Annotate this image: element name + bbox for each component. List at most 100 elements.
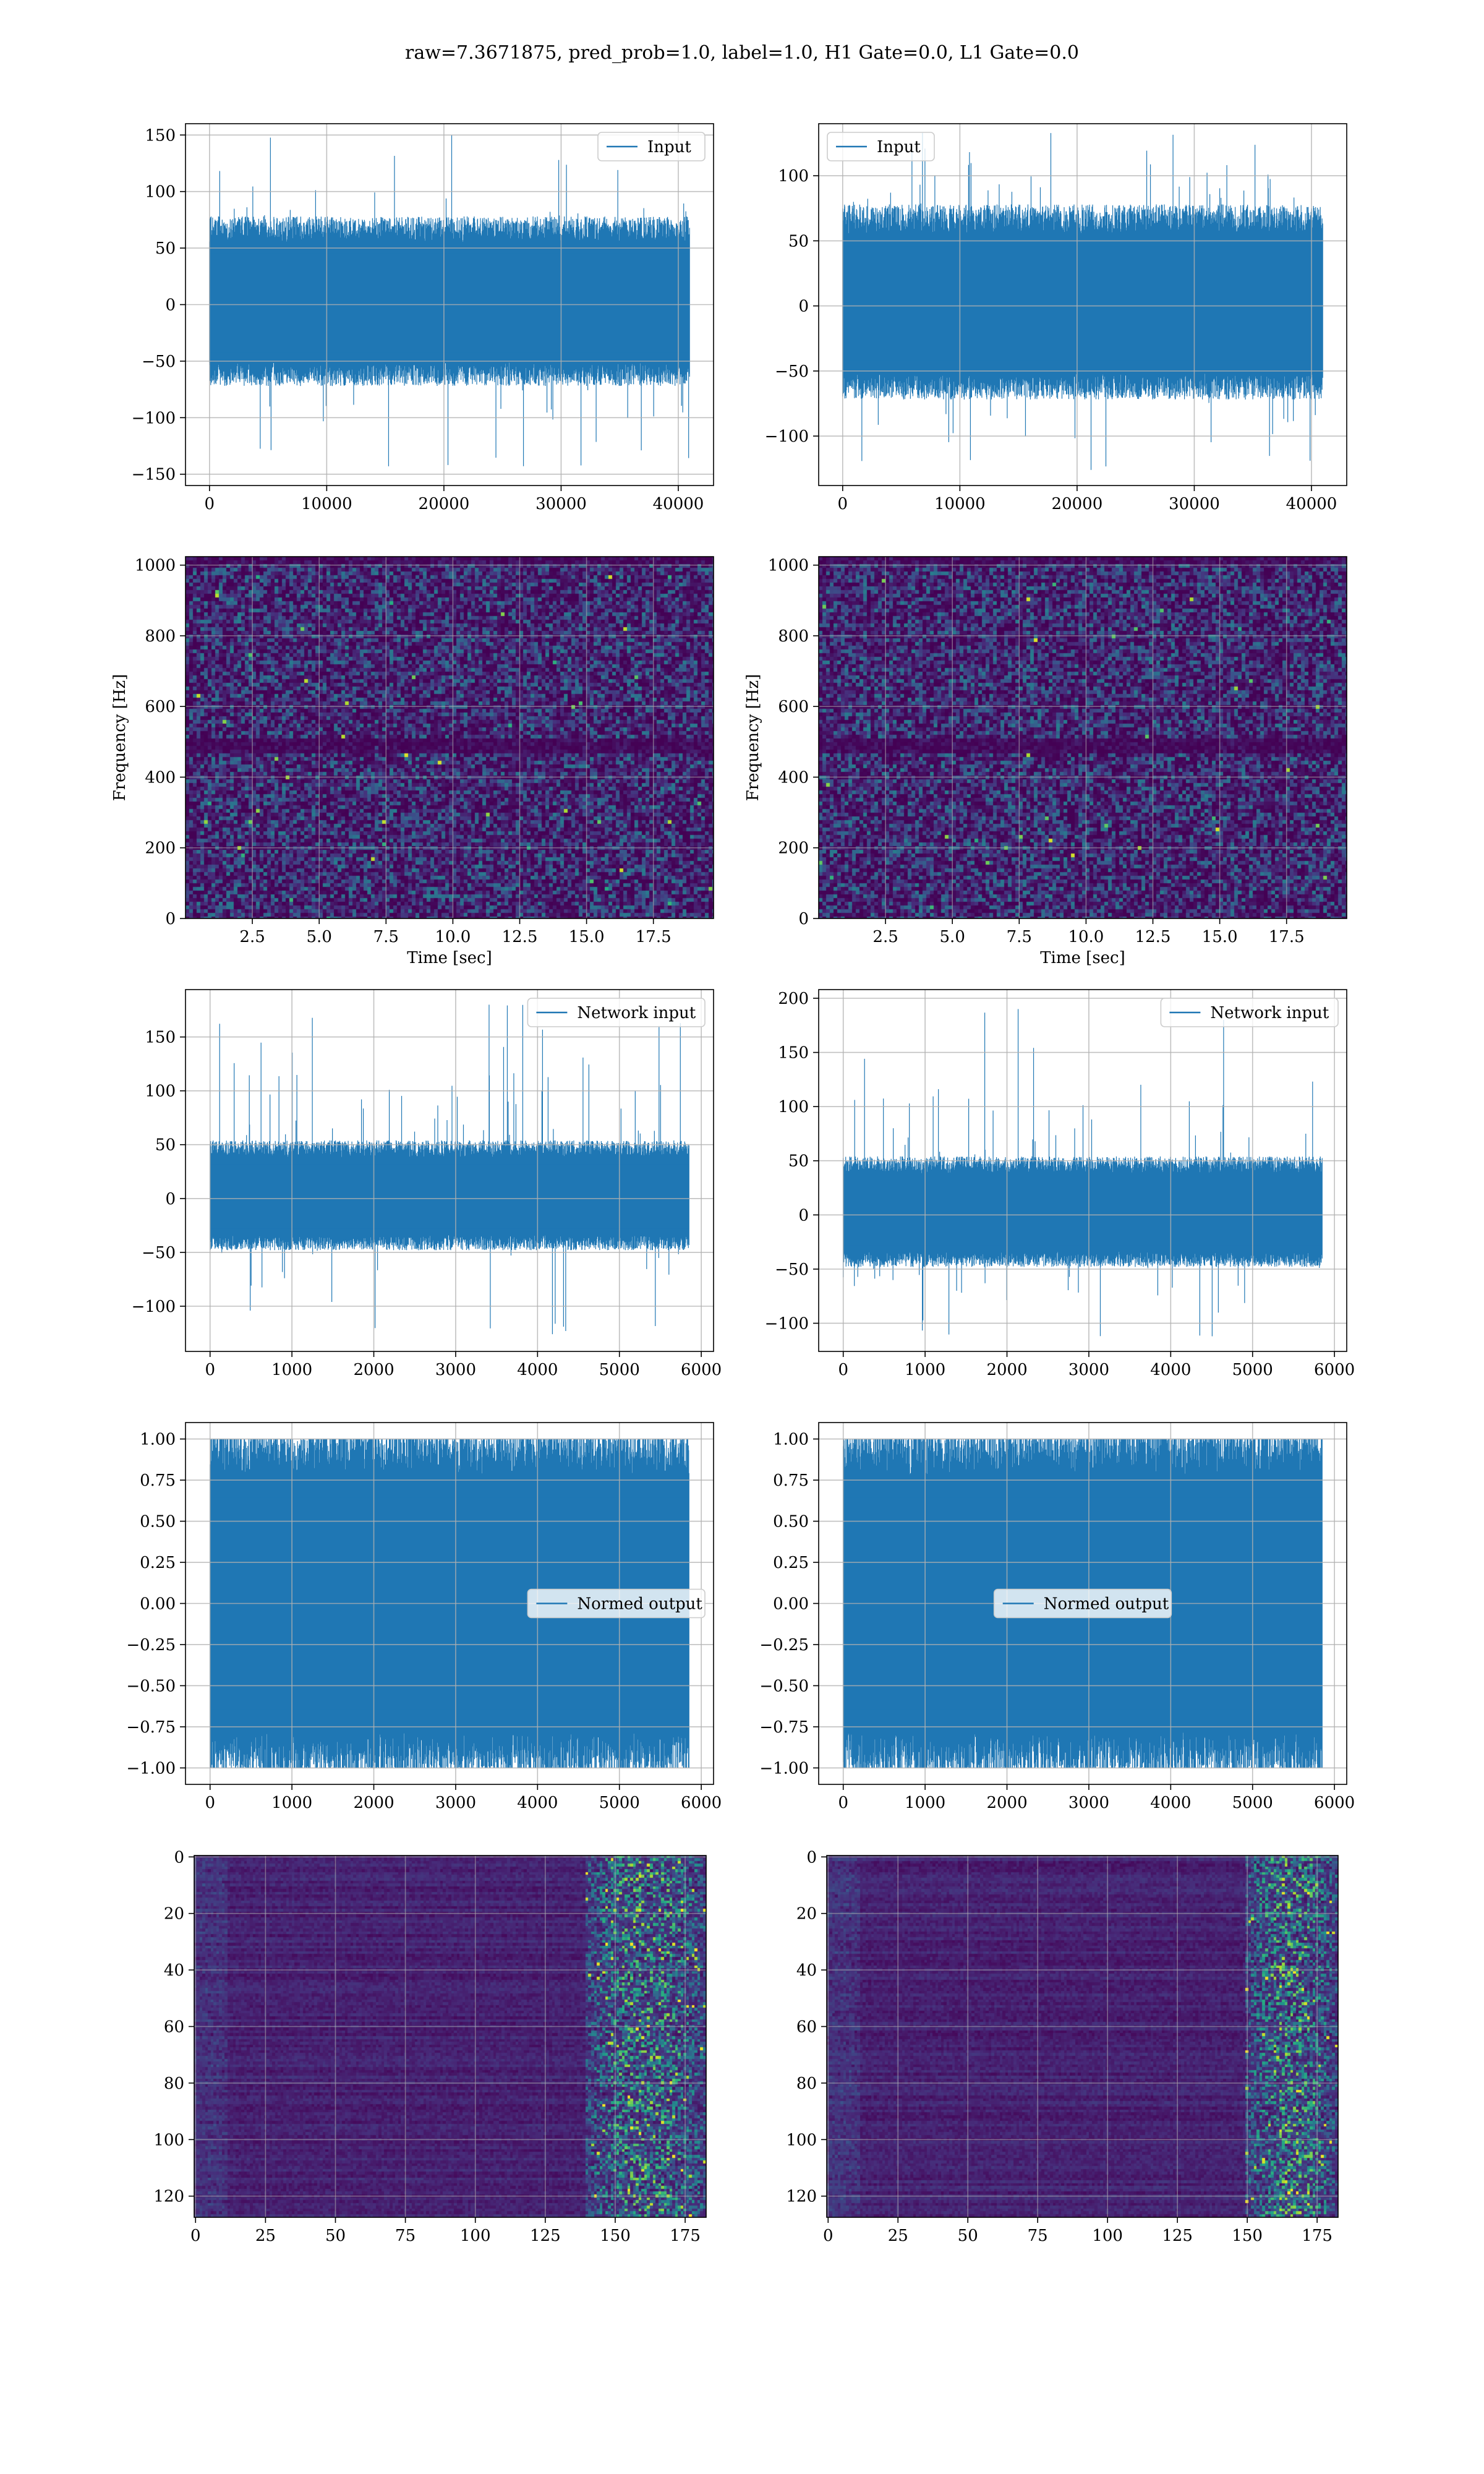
- legend-box: [527, 1588, 706, 1619]
- x-tick-label: 150: [1232, 2227, 1263, 2245]
- x-tick-label: 4000: [1150, 1361, 1191, 1379]
- x-tick-label: 0: [823, 2227, 834, 2245]
- y-tick-label: 120: [786, 2188, 817, 2206]
- x-axis-label: Time [sec]: [1040, 949, 1125, 967]
- x-tick-label: 1000: [271, 1361, 312, 1379]
- input-left-axes: 0 10000 20000 30000 40000 −150 −100 −50 0 50 100 15…: [132, 123, 714, 513]
- legend-box: [993, 1588, 1172, 1619]
- x-tick-label: 100: [460, 2227, 491, 2245]
- x-tick-label: 0: [205, 1794, 215, 1812]
- x-tick-label: 3000: [1068, 1361, 1109, 1379]
- y-tick-label: 100: [145, 183, 176, 202]
- x-tick-label: 1000: [905, 1361, 945, 1379]
- y-tick-label: 60: [796, 2018, 817, 2037]
- x-tick-label: 6000: [681, 1794, 722, 1812]
- spectrogram-right-plot-area: [819, 557, 1347, 918]
- x-tick-label: 15.0: [569, 928, 605, 946]
- y-tick-label: 0.25: [140, 1554, 176, 1572]
- network-input-left-legend: Network input: [527, 998, 706, 1027]
- x-tick-label: 4000: [517, 1794, 558, 1812]
- spectrogram-left-frame: [185, 556, 714, 919]
- input-right-axes: 0 10000 20000 30000 40000 −100 −50 0 50 100 Input: [765, 123, 1347, 513]
- x-tick-label: 2.5: [239, 928, 265, 946]
- legend-label: Network input: [577, 1004, 696, 1022]
- activation-map-right-grid: [827, 1856, 1338, 2217]
- x-tick-label: 25: [255, 2227, 276, 2245]
- x-tick-label: 0: [190, 2227, 201, 2245]
- legend-box: [1160, 998, 1339, 1027]
- x-tick-label: 2000: [986, 1794, 1027, 1812]
- legend-label: Network input: [1210, 1004, 1329, 1022]
- y-tick-label: 50: [155, 239, 176, 258]
- y-tick-label: 800: [145, 627, 176, 646]
- x-tick-label: 0: [205, 495, 215, 513]
- spectrogram-right-image: [819, 557, 1347, 918]
- y-tick-label: 1.00: [773, 1431, 809, 1449]
- y-tick-label: 50: [788, 1152, 809, 1171]
- network-input-right-legend: Network input: [1160, 998, 1339, 1027]
- input-right-frame: [818, 123, 1347, 486]
- y-tick-label: 100: [778, 167, 809, 186]
- spectrogram-right-frame: [818, 556, 1347, 919]
- x-tick-label: 5000: [1232, 1361, 1273, 1379]
- y-tick-label: −100: [765, 1314, 809, 1333]
- x-tick-label: 17.5: [1269, 928, 1305, 946]
- normed-output-right-legend: Normed output: [993, 1588, 1172, 1619]
- activation-map-left-frame: [194, 1855, 707, 2218]
- y-tick-label: 1.00: [140, 1431, 176, 1449]
- y-tick-label: −0.50: [126, 1677, 176, 1695]
- y-tick-label: −50: [775, 1261, 809, 1279]
- y-tick-label: 0: [798, 1206, 809, 1225]
- network-input-left-series-core: [210, 1164, 689, 1229]
- y-tick-label: −1.00: [759, 1759, 809, 1778]
- y-axis-label: Frequency [Hz]: [744, 674, 762, 802]
- figure-title: raw=7.3671875, pred_prob=1.0, label=1.0,…: [405, 42, 1079, 64]
- y-tick-label: 100: [153, 2131, 184, 2149]
- y-tick-label: 0: [165, 296, 176, 315]
- x-tick-label: 3000: [435, 1794, 476, 1812]
- x-tick-label: 20000: [419, 495, 470, 513]
- y-tick-label: 0.50: [773, 1513, 809, 1531]
- y-tick-label: −1.00: [126, 1759, 176, 1778]
- x-tick-label: 5.0: [940, 928, 965, 946]
- network-input-right-axes: 0 1000 2000 3000 4000 5000 6000 −100 −50 0 50 100 15…: [765, 989, 1355, 1379]
- legend-box: [597, 132, 706, 161]
- input-right-plot-area: [842, 132, 1323, 470]
- y-tick-label: 600: [778, 698, 809, 716]
- network-input-right-frame: [818, 989, 1347, 1352]
- y-tick-label: 150: [145, 126, 176, 145]
- x-tick-label: 50: [325, 2227, 346, 2245]
- y-tick-label: 1000: [768, 557, 809, 575]
- x-tick-label: 17.5: [636, 928, 672, 946]
- y-tick-label: 0: [798, 910, 809, 928]
- x-tick-label: 50: [958, 2227, 978, 2245]
- x-tick-label: 75: [1028, 2227, 1048, 2245]
- x-tick-label: 75: [395, 2227, 416, 2245]
- y-tick-label: 0.25: [773, 1554, 809, 1572]
- activation-map-left-grid: [194, 1856, 706, 2217]
- input-left-grid: [186, 124, 714, 486]
- x-tick-label: 5000: [1232, 1794, 1273, 1812]
- y-tick-label: −0.50: [759, 1677, 809, 1695]
- activation-map-right-axes: 0 25 50 75 100 125 150 175 0 20 40 60 80 100 120: [786, 1848, 1339, 2245]
- y-tick-label: 100: [778, 1098, 809, 1116]
- y-tick-label: 0: [806, 1848, 817, 1867]
- y-tick-label: 400: [145, 768, 176, 787]
- activation-map-right-image: [827, 1856, 1338, 2217]
- legend-box: [527, 998, 706, 1027]
- y-tick-label: −50: [775, 362, 809, 381]
- x-tick-label: 5000: [599, 1361, 640, 1379]
- network-input-left-grid: [186, 990, 714, 1351]
- activation-map-left-plot-area: [194, 1856, 706, 2217]
- x-tick-label: 125: [1162, 2227, 1193, 2245]
- y-tick-label: 20: [164, 1905, 184, 1924]
- x-tick-label: 0: [205, 1361, 215, 1379]
- y-tick-label: −150: [132, 466, 176, 484]
- y-tick-label: 0.00: [140, 1595, 176, 1614]
- y-tick-label: −100: [132, 1298, 176, 1316]
- y-tick-label: 40: [164, 1961, 184, 1980]
- y-tick-label: 0.75: [773, 1471, 809, 1490]
- y-tick-label: 120: [153, 2188, 184, 2206]
- activation-map-left-axes: 0 25 50 75 100 125 150 175 0 20 40 60 80 100 120: [153, 1848, 707, 2245]
